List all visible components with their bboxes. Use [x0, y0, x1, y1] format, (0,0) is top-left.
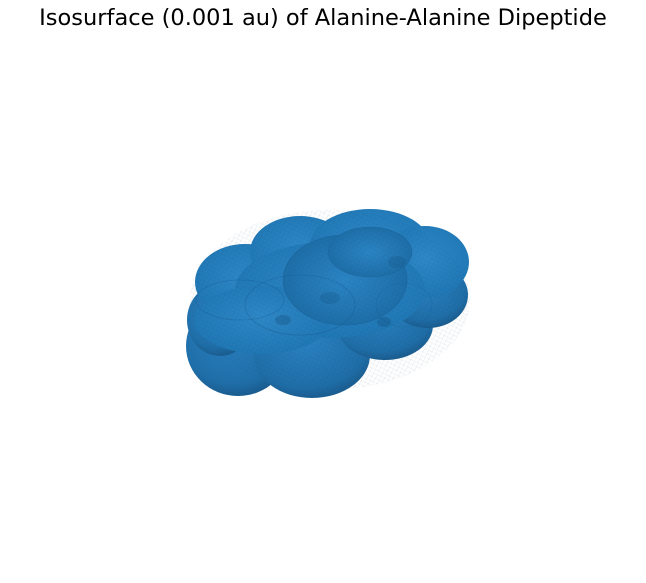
surface-mesh — [190, 210, 470, 390]
figure-title: Isosurface (0.001 au) of Alanine-Alanine… — [39, 5, 607, 31]
